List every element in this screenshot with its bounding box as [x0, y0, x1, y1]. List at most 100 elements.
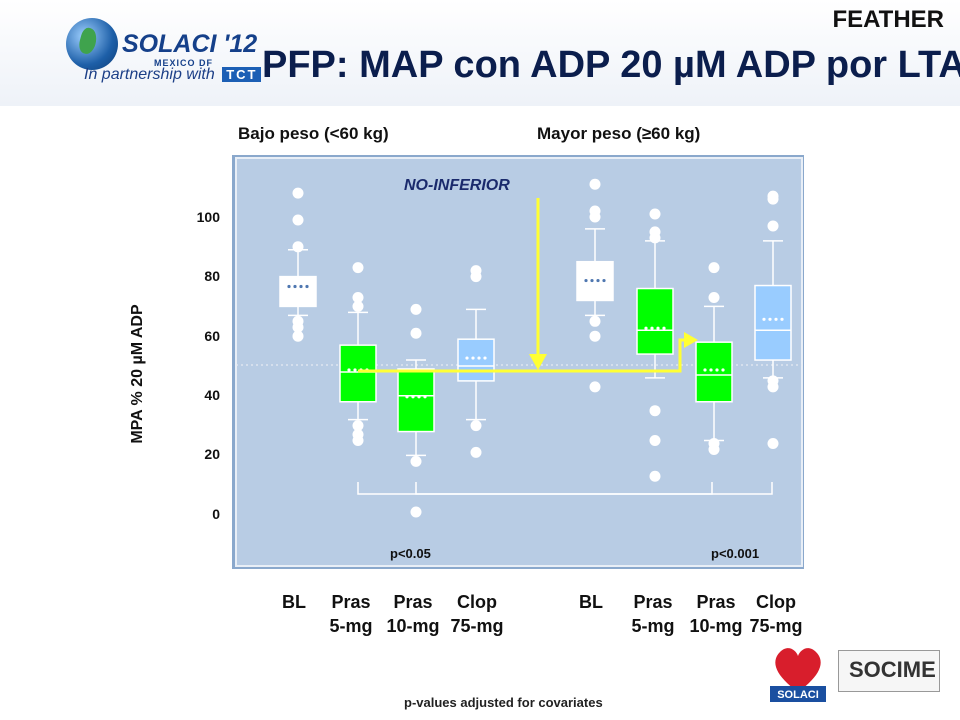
y-tick-label: 20 — [204, 446, 220, 462]
mean-dot — [768, 317, 772, 321]
outlier-point — [292, 330, 304, 342]
box-iqr — [636, 287, 674, 355]
outlier-point — [708, 443, 720, 455]
x-category-line1: Clop — [457, 592, 497, 612]
mean-dot — [590, 278, 594, 283]
mean-dot — [709, 368, 713, 372]
header-band — [0, 0, 960, 106]
mean-dot — [423, 395, 427, 399]
comparison-bracket — [357, 482, 713, 495]
mean-dot — [411, 395, 415, 399]
x-category-line1: BL — [579, 592, 603, 612]
partnership-line: In partnership with TCT — [84, 66, 262, 84]
solaci-12-logo: SOLACI '12 MEXICO DF — [62, 12, 257, 88]
box-2 — [397, 303, 435, 518]
x-category-line1: Pras — [331, 592, 371, 612]
outlier-point — [352, 420, 364, 432]
comparison-arrow-head — [684, 332, 698, 348]
group-label-low-weight: Bajo peso (<60 kg) — [238, 124, 389, 143]
outlier-point — [470, 271, 482, 283]
box-0 — [279, 187, 317, 342]
box-1 — [339, 262, 377, 446]
x-category-line1: BL — [282, 592, 306, 612]
mean-dot — [353, 368, 357, 372]
box-iqr — [397, 368, 435, 433]
boxes-layer — [279, 178, 792, 518]
outlier-point — [708, 262, 720, 274]
mean-dot — [471, 356, 475, 360]
mean-dot — [703, 368, 707, 372]
outlier-point — [352, 300, 364, 312]
outlier-point — [410, 455, 422, 467]
x-category-clop-75: Clop 75-mg — [442, 590, 512, 638]
mean-dot — [347, 368, 351, 372]
x-category-line1: Pras — [696, 592, 736, 612]
outlier-point — [292, 187, 304, 199]
mean-dot — [596, 278, 600, 283]
mean-dot — [287, 284, 291, 289]
outlier-point — [649, 435, 661, 446]
x-category-line2: 10-mg — [689, 616, 743, 636]
outlier-point — [767, 220, 779, 232]
x-category-bl: BL — [259, 590, 329, 614]
solaci-heart-icon: SOLACI — [770, 648, 826, 702]
mean-dot — [299, 284, 303, 289]
mean-dot — [656, 326, 660, 330]
outlier-point — [410, 506, 422, 518]
solaci-logo: SOLACI — [768, 640, 828, 704]
outlier-point — [470, 420, 482, 432]
mean-dot — [644, 326, 648, 330]
y-tick-label: 100 — [196, 209, 220, 225]
x-category-line2: 10-mg — [386, 616, 440, 636]
y-tick-label: 80 — [204, 268, 220, 284]
box-iqr — [279, 275, 317, 308]
mean-dot — [465, 356, 469, 360]
p-value-low-weight: p<0.05 — [390, 546, 431, 561]
x-category-pras-5: Pras 5-mg — [316, 590, 386, 638]
mean-dot — [602, 278, 606, 283]
partnership-text: In partnership with — [84, 66, 215, 83]
box-7 — [754, 190, 792, 449]
mean-dot — [662, 326, 666, 330]
solaci-logo-text: SOLACI — [777, 689, 819, 701]
box-4 — [576, 178, 614, 393]
y-tick-label: 0 — [212, 506, 220, 522]
p-value-high-weight: p<0.001 — [711, 546, 759, 561]
x-category-line2: 5-mg — [631, 616, 675, 636]
x-category-clop-75: Clop 75-mg — [741, 590, 811, 638]
outlier-point — [589, 381, 601, 393]
outlier-point — [352, 435, 364, 446]
x-category-bl: BL — [556, 590, 626, 614]
x-category-line1: Pras — [393, 592, 433, 612]
mean-dot — [293, 284, 297, 289]
box-iqr — [457, 338, 495, 382]
outlier-point — [649, 470, 661, 482]
tct-logo: TCT — [222, 67, 262, 82]
mean-dot — [417, 395, 421, 399]
outlier-point — [767, 193, 779, 205]
outlier-point — [352, 291, 364, 303]
box-3 — [457, 265, 495, 458]
outlier-point — [589, 211, 601, 223]
mean-dot — [721, 368, 725, 372]
mean-dot — [584, 278, 588, 283]
x-category-pras-10: Pras 10-mg — [378, 590, 448, 638]
trial-name: FEATHER — [832, 6, 944, 33]
y-tick-label: 60 — [204, 328, 220, 344]
outlier-point — [767, 381, 779, 393]
annotation-layer: NO-INFERIOR p<0.05 p<0.001 — [357, 177, 773, 561]
outlier-point — [649, 208, 661, 220]
group-label-high-weight: Mayor peso (≥60 kg) — [537, 124, 701, 143]
x-category-line1: Clop — [756, 592, 796, 612]
logo-name: SOLACI '12 — [122, 30, 258, 58]
mean-dot — [780, 317, 784, 321]
box-iqr — [754, 284, 792, 361]
socime-logo: SOCIME — [838, 650, 940, 692]
mean-dot — [774, 317, 778, 321]
box-6 — [695, 262, 733, 455]
x-category-line2: 75-mg — [749, 616, 803, 636]
no-inferior-arrow-head — [529, 354, 547, 370]
mean-dot — [477, 356, 481, 360]
outlier-point — [649, 405, 661, 417]
